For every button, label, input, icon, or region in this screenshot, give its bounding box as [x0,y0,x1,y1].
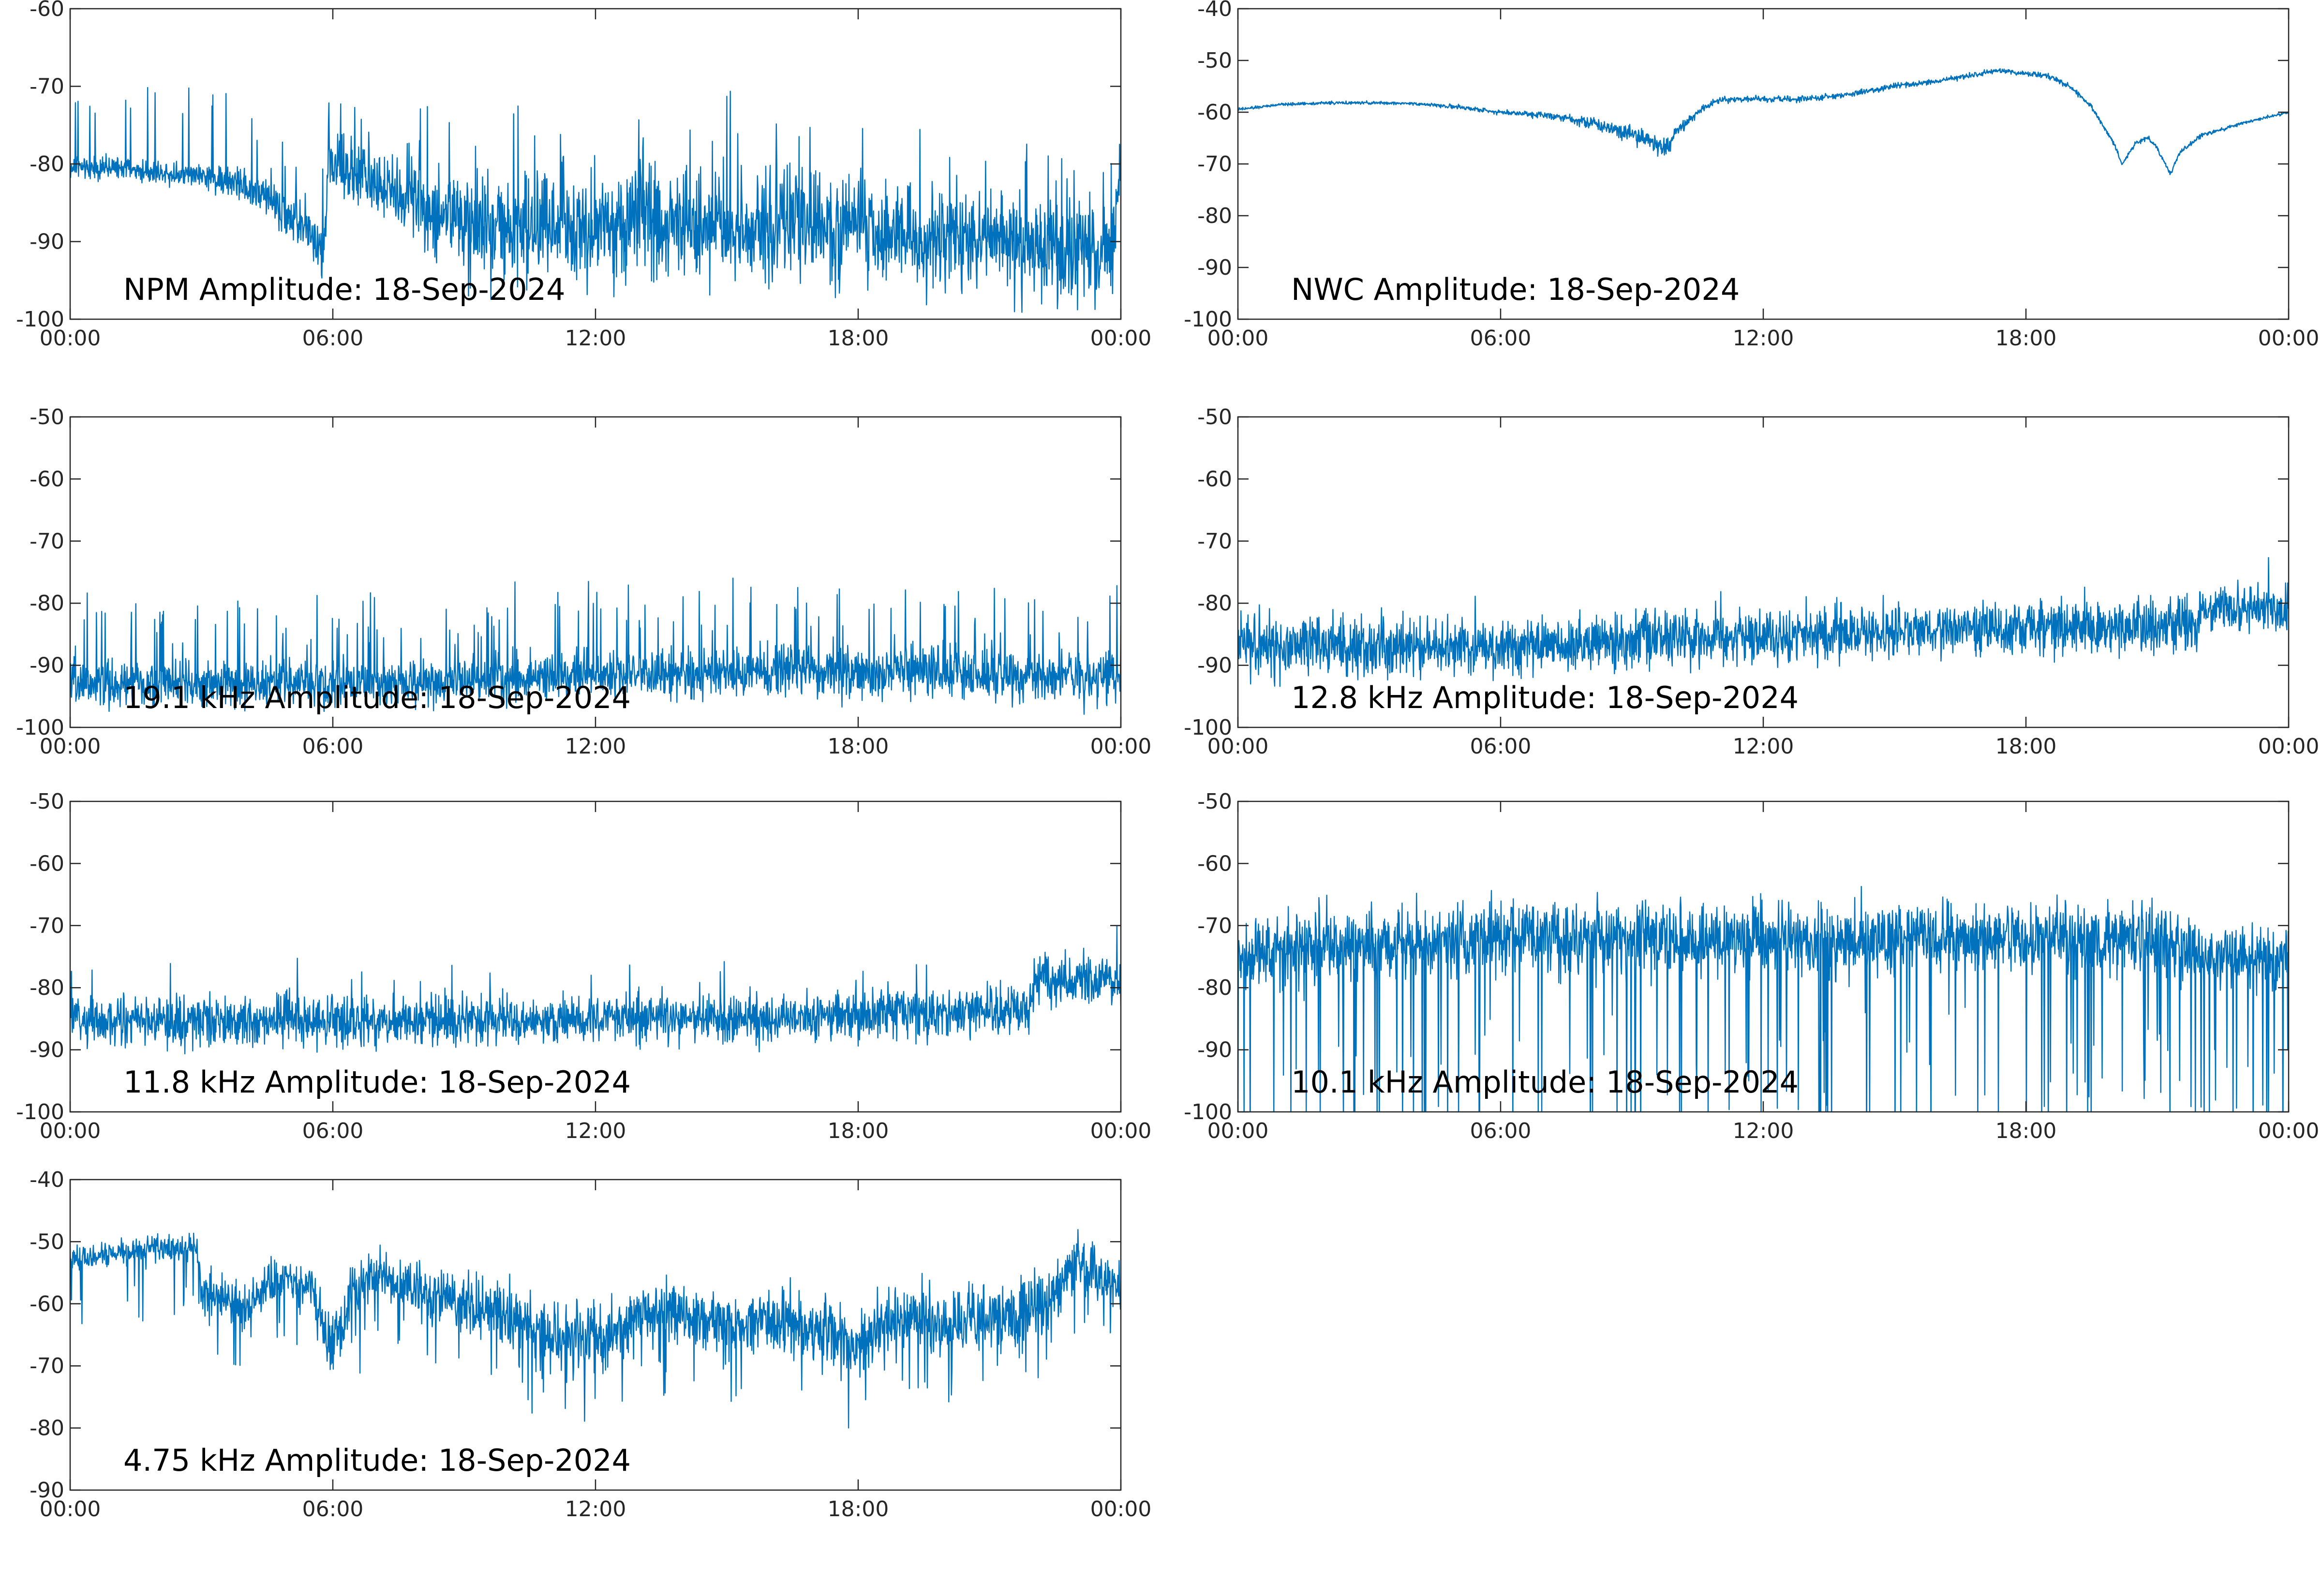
amplitude-trace [1238,68,2289,176]
y-tick-label: -60 [1197,467,1232,491]
y-tick-label: -50 [1197,405,1232,429]
y-tick-label: -50 [30,405,64,429]
y-tick-label: -70 [30,74,64,99]
x-tick-label: 06:00 [302,326,364,351]
y-tick-label: -70 [1197,529,1232,554]
x-tick-label: 00:00 [40,734,101,759]
x-tick-label: 12:00 [565,1497,626,1522]
y-tick-label: -60 [30,467,64,491]
panel-title: NPM Amplitude: 18-Sep-2024 [123,272,566,307]
y-tick-label: -100 [16,1100,64,1124]
y-tick-label: -100 [1184,715,1232,740]
y-tick-label: -40 [1197,0,1232,21]
x-tick-label: 06:00 [302,1497,364,1522]
panel-title: 19.1 kHz Amplitude: 18-Sep-2024 [123,680,631,715]
y-tick-label: -70 [30,529,64,554]
amplitude-trace [1238,886,2289,1112]
x-tick-label: 18:00 [1995,734,2057,759]
x-tick-label: 00:00 [40,1497,101,1522]
y-tick-label: -80 [30,975,64,1000]
y-tick-label: -90 [30,1038,64,1063]
x-tick-label: 00:00 [2258,1119,2320,1143]
x-tick-label: 12:00 [1733,326,1794,351]
x-tick-label: 18:00 [828,734,889,759]
x-tick-label: 00:00 [2258,734,2320,759]
panel-title: 10.1 kHz Amplitude: 18-Sep-2024 [1291,1064,1799,1100]
amplitude-trace [1238,557,2289,687]
y-tick-label: -40 [30,1167,64,1192]
amplitude-trace [70,87,1121,313]
y-tick-label: -70 [1197,152,1232,177]
x-tick-label: 00:00 [1090,1119,1152,1143]
y-tick-label: -50 [30,789,64,814]
x-tick-label: 06:00 [302,1119,364,1143]
y-tick-label: -50 [1197,789,1232,814]
y-tick-label: -70 [1197,914,1232,938]
y-tick-label: -90 [1197,653,1232,678]
x-tick-label: 18:00 [828,326,889,351]
x-tick-label: 18:00 [828,1497,889,1522]
y-tick-label: -90 [1197,255,1232,280]
x-tick-label: 06:00 [1470,1119,1532,1143]
y-tick-label: -90 [1197,1038,1232,1063]
x-tick-label: 06:00 [302,734,364,759]
x-tick-label: 18:00 [1995,1119,2057,1143]
panel-title: NWC Amplitude: 18-Sep-2024 [1291,272,1740,307]
y-tick-label: -70 [30,1354,64,1378]
y-tick-label: -90 [30,230,64,254]
y-tick-label: -80 [1197,591,1232,616]
x-tick-label: 06:00 [1470,326,1532,351]
amplitude-trace [70,1229,1121,1429]
y-tick-label: -100 [16,307,64,332]
y-tick-label: -100 [1184,307,1232,332]
y-tick-label: -80 [30,1416,64,1441]
y-tick-label: -60 [1197,100,1232,125]
x-tick-label: 12:00 [1733,734,1794,759]
y-tick-label: -90 [30,653,64,678]
x-tick-label: 00:00 [1207,1119,1269,1143]
panel-title: 11.8 kHz Amplitude: 18-Sep-2024 [123,1064,631,1100]
panel-title: 12.8 kHz Amplitude: 18-Sep-2024 [1291,680,1799,715]
x-tick-label: 12:00 [1733,1119,1794,1143]
y-tick-label: -80 [1197,204,1232,228]
y-tick-label: -60 [30,0,64,21]
x-tick-label: 06:00 [1470,734,1532,759]
x-tick-label: 12:00 [565,734,626,759]
x-tick-label: 00:00 [1207,326,1269,351]
x-tick-label: 12:00 [565,1119,626,1143]
x-tick-label: 00:00 [1090,326,1152,351]
x-tick-label: 18:00 [1995,326,2057,351]
amplitude-trace [70,577,1121,715]
x-tick-label: 00:00 [40,326,101,351]
x-tick-label: 00:00 [1090,734,1152,759]
x-tick-label: 00:00 [2258,326,2320,351]
y-tick-label: -100 [1184,1100,1232,1124]
y-tick-label: -50 [30,1229,64,1254]
y-tick-label: -60 [30,1292,64,1316]
y-tick-label: -60 [1197,851,1232,876]
x-tick-label: 18:00 [828,1119,889,1143]
y-tick-label: -60 [30,851,64,876]
y-tick-label: -80 [1197,975,1232,1000]
amplitude-trace [70,925,1121,1054]
x-tick-label: 00:00 [1090,1497,1152,1522]
x-tick-label: 00:00 [1207,734,1269,759]
y-tick-label: -100 [16,715,64,740]
y-tick-label: -70 [30,914,64,938]
x-tick-label: 00:00 [40,1119,101,1143]
y-tick-label: -90 [30,1478,64,1503]
x-tick-label: 12:00 [565,326,626,351]
y-tick-label: -80 [30,591,64,616]
y-tick-label: -80 [30,152,64,177]
panel-title: 4.75 kHz Amplitude: 18-Sep-2024 [123,1443,631,1478]
y-tick-label: -50 [1197,48,1232,73]
